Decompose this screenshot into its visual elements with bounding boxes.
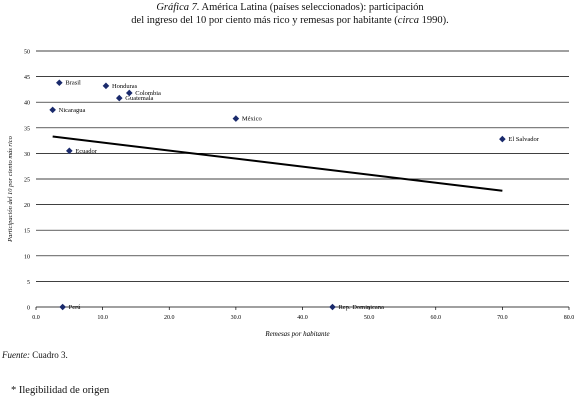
- y-tick-label: 25: [24, 178, 30, 184]
- data-point-label: Rep. Dominicana: [338, 304, 384, 311]
- y-tick-label: 10: [24, 254, 30, 260]
- x-tick-label: 80.0: [564, 315, 575, 321]
- data-point-label: Brasil: [65, 80, 81, 87]
- y-tick-label: 0: [27, 306, 30, 312]
- data-point: [115, 94, 123, 102]
- legibility-note: * Ilegibilidad de origen: [11, 385, 110, 396]
- data-point-label: Guatemala: [125, 95, 153, 102]
- y-tick-label: 30: [24, 152, 30, 158]
- chart-title: Gráfica 7. América Latina (países selecc…: [0, 1, 580, 27]
- data-point-label: Perú: [69, 304, 82, 311]
- data-point: [59, 303, 66, 311]
- title-line-2-end: 1990).: [418, 15, 449, 26]
- x-tick-label: 60.0: [431, 315, 442, 321]
- y-tick-label: 5: [27, 280, 30, 286]
- data-point-label: El Salvador: [508, 136, 539, 143]
- data-point-label: México: [242, 116, 262, 123]
- y-tick-label: 15: [24, 229, 30, 235]
- data-point: [232, 115, 240, 122]
- source-label: Fuente:: [2, 350, 30, 360]
- source-note: Fuente: Cuadro 3.: [2, 350, 68, 360]
- y-tick-label: 35: [24, 126, 30, 132]
- x-tick-label: 30.0: [231, 315, 242, 321]
- data-point: [56, 79, 63, 87]
- title-line-2-text: del ingreso del 10 por ciento más rico y…: [131, 15, 398, 26]
- title-line-2: del ingreso del 10 por ciento más rico y…: [0, 14, 580, 27]
- title-circa: circa: [397, 15, 419, 26]
- data-point: [499, 135, 506, 143]
- y-axis-title: Participación del 10 por ciento más rico: [7, 135, 14, 243]
- data-point-label: Colombia: [135, 90, 161, 97]
- x-tick-label: 40.0: [297, 315, 308, 321]
- data-point-label: Nicaragua: [59, 107, 86, 114]
- y-tick-label: 40: [24, 101, 30, 107]
- scatter-chart: 0 5 10 15 20 25 30 35 40 45 50 0.0 10.0 20.0 30.0 40.0 5…: [7, 50, 575, 339]
- source-text: Cuadro 3.: [29, 350, 68, 360]
- trend-line: [52, 135, 503, 192]
- y-tick-label: 45: [24, 75, 30, 81]
- x-axis-title: Remesas por habitante: [264, 330, 329, 338]
- x-tick-label: 50.0: [364, 315, 375, 321]
- x-tick-label: 20.0: [164, 315, 175, 321]
- data-point: [102, 82, 110, 90]
- title-line-1-text: América Latina (países seleccionados): p…: [199, 2, 424, 13]
- title-line-1: Gráfica 7. América Latina (países selecc…: [0, 1, 580, 14]
- data-point-label: Ecuador: [75, 148, 97, 155]
- x-tick-label: 0.0: [32, 315, 40, 321]
- data-point: [329, 303, 336, 311]
- data-point: [125, 89, 133, 97]
- title-figure-number: Gráfica 7.: [156, 2, 200, 13]
- x-tick-label: 10.0: [97, 315, 108, 321]
- y-tick-label: 50: [24, 50, 30, 56]
- data-point: [66, 147, 73, 155]
- y-tick-label: 20: [24, 203, 30, 209]
- data-point: [49, 106, 56, 114]
- x-tick-label: 70.0: [497, 315, 508, 321]
- data-point-label: Honduras: [112, 83, 138, 90]
